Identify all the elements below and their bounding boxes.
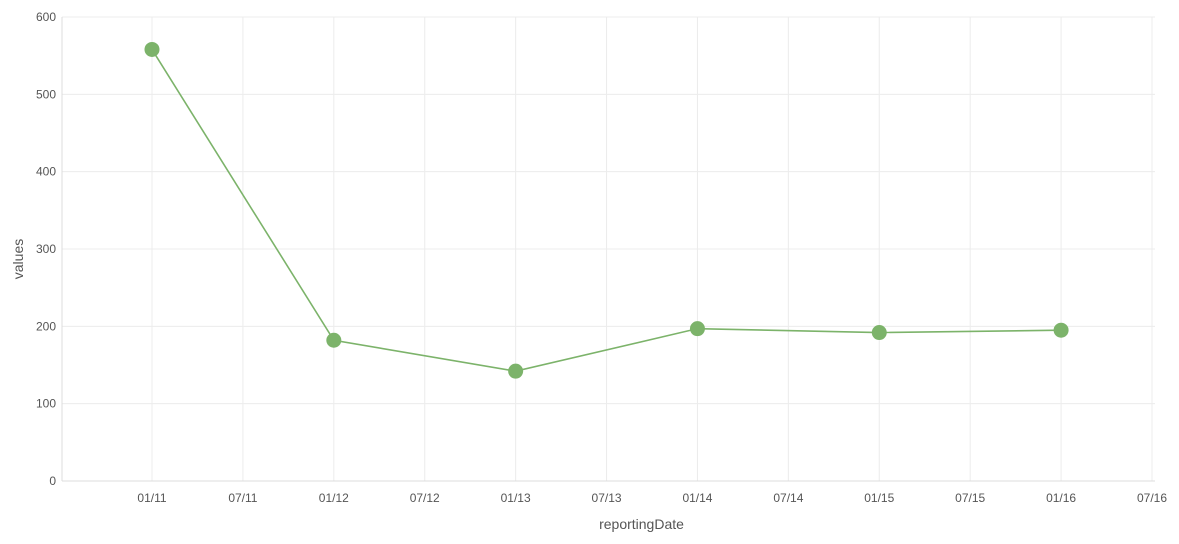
y-tick-label: 500	[36, 87, 56, 101]
y-tick-label: 400	[36, 165, 56, 179]
axes	[61, 17, 1155, 482]
x-tick-label: 07/16	[1137, 491, 1167, 505]
x-tick-label: 07/12	[410, 491, 440, 505]
data-point[interactable]	[326, 332, 342, 348]
x-tick-label: 01/13	[501, 491, 531, 505]
data-series	[144, 41, 1069, 379]
x-tick-label: 07/15	[955, 491, 985, 505]
data-point[interactable]	[508, 363, 524, 379]
x-tick-label: 01/11	[137, 491, 166, 505]
x-tick-label: 01/16	[1046, 491, 1076, 505]
y-tick-label: 100	[36, 397, 56, 411]
y-axis-ticks: 0 100 200 300 400 500 600	[36, 10, 56, 488]
data-point[interactable]	[871, 325, 887, 341]
grid	[62, 16, 1155, 482]
x-tick-label: 07/11	[228, 491, 257, 505]
y-tick-label: 600	[36, 10, 56, 24]
y-axis-title: values	[10, 239, 26, 279]
y-tick-label: 300	[36, 242, 56, 256]
series-line	[151, 49, 1062, 373]
x-tick-label: 01/12	[319, 491, 349, 505]
data-point[interactable]	[144, 41, 160, 57]
data-point[interactable]	[1053, 322, 1069, 338]
x-axis-title: reportingDate	[599, 516, 684, 532]
x-tick-label: 07/14	[773, 491, 803, 505]
y-tick-label: 200	[36, 319, 56, 333]
x-tick-label: 01/14	[682, 491, 712, 505]
data-point[interactable]	[689, 321, 705, 337]
x-axis-ticks: 01/11 07/11 01/12 07/12 01/13 07/13 01/14 07/14…	[137, 491, 1167, 505]
y-tick-label: 0	[49, 474, 56, 488]
x-tick-label: 01/15	[864, 491, 894, 505]
x-tick-label: 07/13	[592, 491, 622, 505]
